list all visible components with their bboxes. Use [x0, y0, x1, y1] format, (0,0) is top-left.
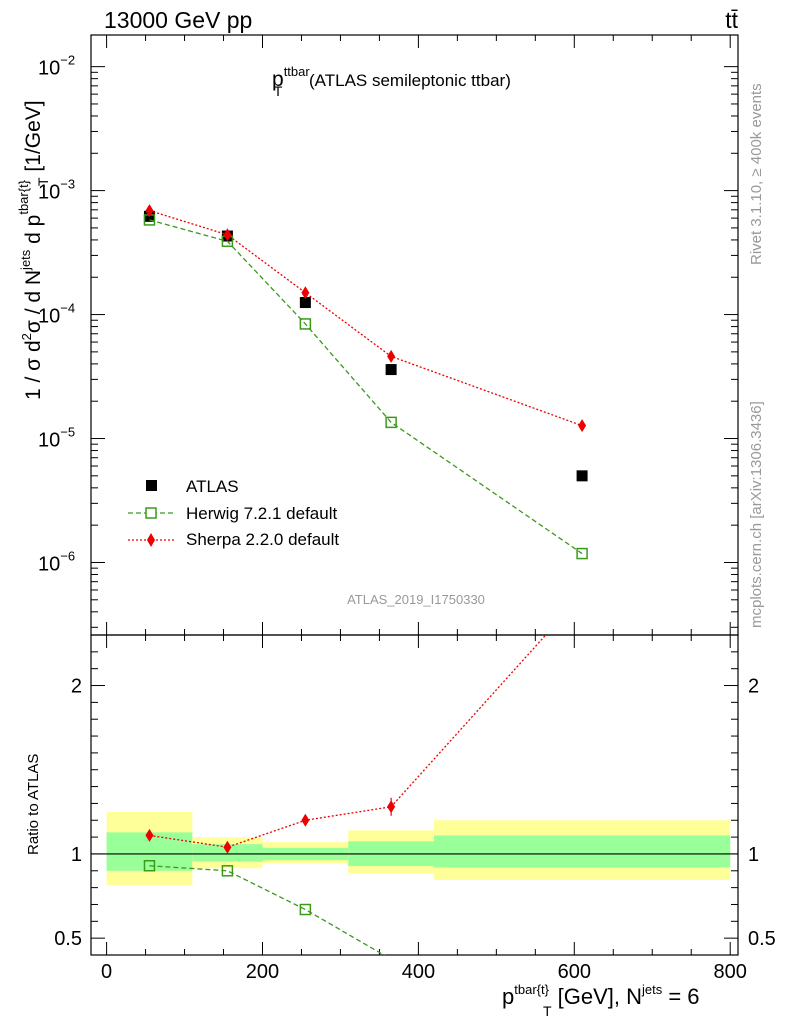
series-line-1: [149, 219, 583, 555]
main-point-s2-1: [223, 228, 232, 242]
y-tick-label-1: 10−5: [38, 425, 75, 452]
legend-label-atlas: ATLAS: [186, 477, 239, 496]
y-tick-label-0: 10−6: [38, 548, 75, 575]
x-tick-labels: 0 200 400 600 800: [101, 961, 747, 983]
x-tick-label-3: 600: [558, 961, 591, 983]
main-point-s2-0: [145, 204, 154, 218]
ratio-point-s0-1: [221, 865, 234, 877]
ratio-line-0: [149, 865, 386, 955]
main-point-s0-3: [385, 364, 397, 376]
main-point-s1-3: [385, 416, 397, 429]
data-marks: [143, 204, 588, 955]
ratio-tick-label-right-2: 2: [748, 676, 759, 698]
ratio-point-s1-2: [301, 813, 310, 827]
ratio-band-green-4: [433, 835, 731, 868]
ratio-line-1: [149, 635, 547, 848]
main-point-s0-4: [576, 470, 588, 482]
x-axis-label: ptbar{t} T [GeV], Njets = 6: [502, 982, 700, 1019]
main-point-s1-2: [299, 318, 312, 330]
ratio-bands: [106, 811, 731, 886]
ratio-point-s0-0: [143, 859, 156, 872]
rivet-version-label: Rivet 3.1.10, ≥ 400k events: [748, 83, 765, 265]
y-tick-labels: 10−6 10−5 10−4 10−3 10−2: [38, 53, 75, 576]
y-tick-label-3: 10−3: [38, 177, 75, 204]
mcplots-reference-label: mcplots.cern.ch [arXiv:1306.3436]: [748, 401, 765, 628]
ratio-tick-label-right-1: 1: [748, 844, 759, 866]
analysis-watermark: ATLAS_2019_I1750330: [347, 592, 485, 607]
main-point-s0-2: [299, 297, 311, 309]
main-point-s2-3: [387, 349, 396, 363]
ratio-tick-labels: 0.5 0.5 1 1 2 2: [54, 676, 776, 951]
axis-ticks: [91, 35, 738, 955]
legend-marker-atlas: [146, 480, 157, 491]
ratio-plot-frame: [90, 634, 739, 956]
y-tick-label-4: 10−2: [38, 53, 75, 80]
x-tick-label-1: 200: [246, 961, 279, 983]
main-point-s2-4: [578, 419, 587, 433]
legend: ATLAS Herwig 7.2.1 default Sherpa 2.2.0 …: [128, 477, 339, 549]
main-point-s1-4: [576, 547, 588, 560]
x-tick-label-2: 400: [402, 961, 435, 983]
y-axis-label: 1 / σ d2σ / d Njets d ptbar{t} T [1/GeV]: [16, 100, 51, 400]
legend-marker-sherpa: [147, 533, 155, 547]
ratio-tick-label-left-2: 2: [71, 676, 82, 698]
legend-marker-herwig: [145, 507, 157, 519]
legend-label-sherpa: Sherpa 2.2.0 default: [186, 530, 339, 549]
ratio-point-s1-1: [223, 840, 232, 854]
ratio-tick-label-left-1: 1: [71, 844, 82, 866]
ratio-point-s1-0: [145, 828, 154, 842]
x-tick-label-4: 800: [714, 961, 747, 983]
ratio-tick-label-left-0: 0.5: [54, 928, 82, 950]
plot-title: pttbar T (ATLAS semileptonic ttbar): [272, 64, 511, 99]
main-point-s2-2: [301, 286, 310, 300]
y-tick-label-2: 10−4: [38, 301, 75, 328]
header-energy-label: 13000 GeV pp: [104, 7, 252, 33]
legend-label-herwig: Herwig 7.2.1 default: [186, 504, 337, 523]
ratio-tick-label-right-0: 0.5: [748, 928, 776, 950]
ratio-point-s0-2: [299, 903, 312, 916]
x-tick-label-0: 0: [101, 961, 112, 983]
header-process-label: tt̄: [725, 7, 738, 33]
series-line-2: [149, 209, 583, 427]
ratio-y-axis-label: Ratio to ATLAS: [25, 754, 42, 855]
